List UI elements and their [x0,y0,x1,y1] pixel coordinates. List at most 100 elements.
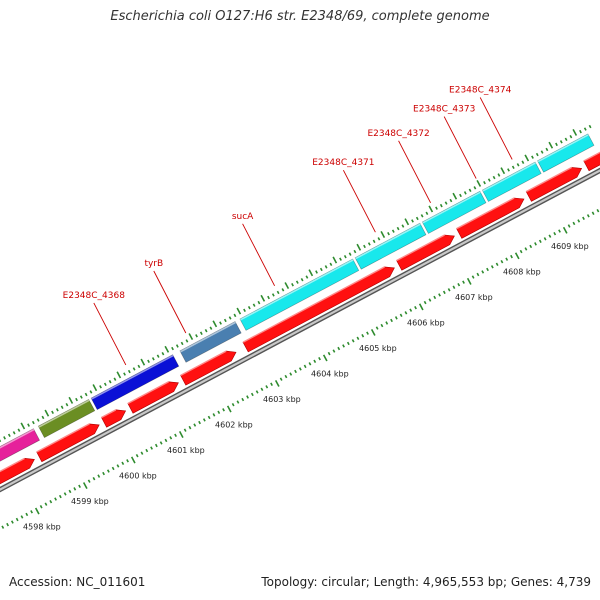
scale-minor-tick [68,489,72,494]
outer-minor-tick [65,403,69,407]
outer-minor-tick [281,288,285,292]
reverse-gene-feature [36,423,100,463]
gene-leader-line [342,169,376,233]
reverse-gene-feature [242,266,395,353]
outer-major-tick [212,320,218,328]
outer-minor-tick [439,203,443,208]
outer-minor-tick [132,367,136,371]
scale-minor-tick [106,469,110,473]
scale-minor-tick [169,436,173,440]
scale-minor-tick [462,280,465,284]
scale-minor-tick [174,433,177,437]
scale-label: 4605 kbp [359,344,397,353]
scale-minor-tick [428,298,432,302]
scale-minor-tick [327,351,331,356]
scale-minor-tick [586,214,590,218]
scale-minor-tick [188,425,192,430]
scale-minor-tick [399,313,403,318]
scale-minor-tick [198,420,201,425]
outer-minor-tick [3,436,6,440]
outer-minor-tick [343,254,347,259]
reverse-gene-feature [0,457,35,485]
outer-minor-tick [171,346,174,351]
outer-minor-tick [36,418,40,422]
forward-strand-features [0,133,595,462]
outer-minor-tick [583,127,587,131]
scale-minor-tick [289,372,293,376]
scale-minor-tick [15,517,19,522]
feature-highlight [180,321,236,353]
scale-minor-tick [534,242,537,246]
reverse-gene-feature [525,167,583,202]
tick-mark-layer: 4598 kbp 4599 kbp 4600 kbp 4601 kbp 4602 kbp… [0,124,600,532]
reverse-gene-feature [101,409,127,428]
scale-minor-tick [303,364,307,369]
scale-minor-tick [116,464,120,468]
outer-minor-tick [305,275,309,279]
outer-minor-tick [295,280,299,284]
outer-major-tick [404,218,410,226]
outer-minor-tick [391,229,395,233]
feature-highlight [180,350,227,377]
outer-minor-tick [559,140,563,144]
scale-label: 4606 kbp [407,318,445,327]
outer-minor-tick [511,165,515,170]
scale-label: 4601 kbp [167,446,205,455]
scale-minor-tick [337,346,341,351]
outer-major-tick [284,282,290,290]
outer-minor-tick [521,160,525,164]
outer-minor-tick [463,191,467,195]
outer-minor-tick [291,283,294,287]
scale-minor-tick [241,397,245,402]
outer-minor-tick [204,328,208,333]
gene-leader-line [443,116,477,179]
outer-minor-tick [319,267,323,272]
outer-minor-tick [79,395,83,399]
scale-minor-tick [409,308,413,312]
forward-gene-feature [179,321,242,363]
outer-major-tick [68,396,74,404]
scale-minor-tick [423,300,427,305]
scale-minor-tick [332,349,336,353]
outer-major-tick [524,154,530,162]
scale-minor-tick [250,392,254,397]
scale-label: 4608 kbp [503,267,541,276]
outer-minor-tick [89,390,93,394]
scale-minor-tick [236,400,240,404]
outer-minor-tick [487,178,491,182]
scale-major-tick [514,252,520,260]
scale-minor-tick [150,446,153,450]
outer-minor-tick [535,152,539,157]
outer-major-tick [356,243,362,251]
scale-minor-tick [39,505,43,509]
gene-label: sucA [232,212,254,222]
outer-minor-tick [300,277,304,282]
reverse-gene-feature [396,234,455,271]
feature-highlight [525,166,573,193]
feature-highlight [91,354,174,400]
scale-minor-tick [1,525,5,529]
outer-minor-tick [353,249,357,254]
feature-highlight [0,428,35,449]
feature-highlight [101,409,117,419]
feature-highlight [482,162,536,192]
scale-minor-tick [438,293,441,297]
outer-minor-tick [401,224,405,228]
reverse-gene-feature [583,152,600,172]
scale-major-tick [562,226,568,234]
scale-minor-tick [390,318,393,323]
scale-minor-tick [433,295,437,300]
scale-minor-tick [193,423,197,427]
scale-minor-tick [500,260,504,264]
scale-minor-tick [58,494,62,499]
outer-minor-tick [540,150,544,154]
scale-minor-tick [92,476,96,481]
outer-minor-tick [151,357,155,361]
scale-minor-tick [361,334,365,338]
scale-minor-tick [217,410,221,415]
outer-minor-tick [75,397,78,402]
outer-minor-tick [516,163,520,167]
gene-label: E2348C_4371 [312,158,374,168]
outer-major-tick [164,345,170,353]
scale-minor-tick [524,247,528,251]
